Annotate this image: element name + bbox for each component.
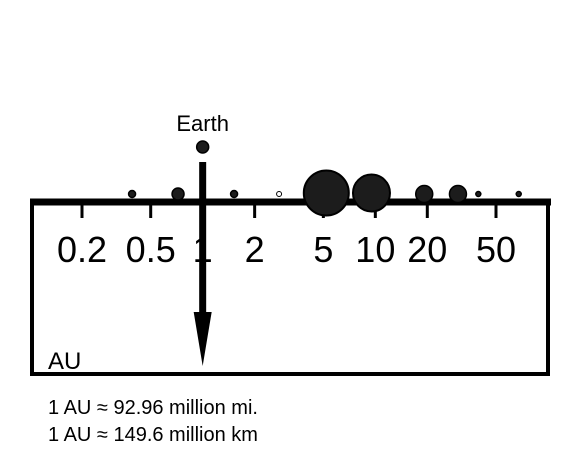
planet-marker	[171, 187, 185, 201]
axis-tick-label: 0.5	[126, 229, 176, 270]
earth-marker	[195, 140, 210, 154]
planet-marker	[127, 189, 137, 199]
axis-ticks: 0.20.5125102050	[57, 202, 516, 270]
planet-marker	[276, 191, 283, 197]
axis-tick-label: 20	[407, 229, 447, 270]
planet-marker	[302, 169, 350, 217]
earth-label: Earth	[176, 111, 229, 136]
scale-frame	[30, 200, 550, 376]
planet-marker	[448, 184, 468, 204]
planet-marker	[475, 190, 482, 198]
conversion-miles: 1 AU ≈ 92.96 million mi.	[48, 397, 258, 419]
planet-marker	[351, 173, 391, 213]
conversion-kilometers: 1 AU ≈ 149.6 million km	[48, 424, 258, 446]
axis-tick-label: 0.2	[57, 229, 107, 270]
conversion-notes: 1 AU ≈ 92.96 million mi. 1 AU ≈ 149.6 mi…	[48, 395, 258, 449]
axis-tick-label: 10	[355, 229, 395, 270]
planet-marker	[229, 189, 239, 199]
earth-arrow-head	[193, 312, 212, 366]
planet-markers	[127, 140, 522, 217]
planet-marker	[515, 190, 522, 198]
axis-tick-label: 2	[245, 229, 265, 270]
planet-marker	[414, 184, 434, 204]
axis-tick-label: 5	[313, 229, 333, 270]
unit-label: AU	[48, 348, 81, 375]
axis-tick-label: 50	[476, 229, 516, 270]
